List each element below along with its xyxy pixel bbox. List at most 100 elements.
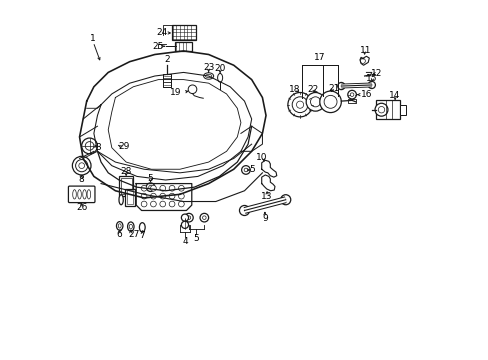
Circle shape <box>360 58 365 63</box>
Text: 14: 14 <box>388 91 400 100</box>
Circle shape <box>347 90 356 99</box>
Circle shape <box>188 85 196 94</box>
Bar <box>125 189 135 206</box>
Text: 22: 22 <box>306 85 318 94</box>
Circle shape <box>187 216 190 220</box>
Circle shape <box>241 166 250 174</box>
Text: 20: 20 <box>214 64 225 73</box>
Text: 21: 21 <box>328 84 339 93</box>
Text: 28: 28 <box>120 167 132 176</box>
Ellipse shape <box>119 195 123 205</box>
Text: 5: 5 <box>193 234 199 243</box>
Text: 27: 27 <box>128 230 140 239</box>
Circle shape <box>287 93 312 117</box>
Circle shape <box>292 97 307 113</box>
Ellipse shape <box>203 73 213 79</box>
Bar <box>119 176 133 196</box>
Ellipse shape <box>129 224 132 229</box>
Circle shape <box>160 185 165 191</box>
Circle shape <box>76 159 88 172</box>
Circle shape <box>169 201 175 207</box>
Ellipse shape <box>82 190 86 199</box>
Circle shape <box>141 201 147 207</box>
Text: 2: 2 <box>164 55 170 64</box>
Ellipse shape <box>205 75 211 78</box>
Bar <box>174 41 191 51</box>
Text: 24: 24 <box>156 28 167 37</box>
Ellipse shape <box>118 224 121 228</box>
Text: 9: 9 <box>262 214 267 223</box>
Circle shape <box>178 201 184 207</box>
Text: 6: 6 <box>117 230 122 239</box>
Bar <box>163 74 171 87</box>
Circle shape <box>181 221 188 228</box>
Circle shape <box>374 103 387 116</box>
Circle shape <box>150 201 156 207</box>
Circle shape <box>200 213 208 222</box>
Circle shape <box>324 95 336 108</box>
Bar <box>399 105 406 115</box>
Circle shape <box>296 101 303 108</box>
Circle shape <box>244 168 247 172</box>
Circle shape <box>72 156 91 175</box>
Text: 18: 18 <box>289 85 300 94</box>
Circle shape <box>239 206 249 216</box>
Text: 25: 25 <box>152 42 163 51</box>
Circle shape <box>169 185 175 191</box>
Text: 29: 29 <box>119 142 130 151</box>
Circle shape <box>202 216 206 220</box>
Ellipse shape <box>139 223 145 232</box>
Circle shape <box>181 214 188 221</box>
Circle shape <box>141 193 147 199</box>
Circle shape <box>148 185 152 189</box>
Circle shape <box>305 93 324 111</box>
Bar <box>126 190 133 204</box>
Text: 17: 17 <box>313 53 325 62</box>
Circle shape <box>150 193 156 199</box>
Circle shape <box>178 193 184 199</box>
Text: 5: 5 <box>147 174 153 183</box>
Circle shape <box>280 195 290 205</box>
Circle shape <box>141 185 147 191</box>
Ellipse shape <box>87 190 90 199</box>
Text: 11: 11 <box>359 46 371 55</box>
Text: 1: 1 <box>90 34 96 43</box>
Text: 3: 3 <box>96 143 101 152</box>
Text: 19: 19 <box>169 87 181 96</box>
Circle shape <box>150 185 156 191</box>
Text: 16: 16 <box>360 90 371 99</box>
Circle shape <box>79 163 84 168</box>
Circle shape <box>184 213 193 222</box>
Circle shape <box>85 141 94 150</box>
Text: 8: 8 <box>79 175 84 184</box>
Circle shape <box>367 81 375 89</box>
Ellipse shape <box>78 190 81 199</box>
Circle shape <box>81 138 97 154</box>
Text: 13: 13 <box>261 192 272 201</box>
Circle shape <box>160 201 165 207</box>
Circle shape <box>310 97 320 107</box>
Text: 23: 23 <box>203 63 214 72</box>
Bar <box>172 25 196 40</box>
Ellipse shape <box>127 222 134 231</box>
FancyBboxPatch shape <box>68 186 95 203</box>
Ellipse shape <box>116 222 122 230</box>
Circle shape <box>178 185 184 191</box>
Circle shape <box>169 193 175 199</box>
Text: 5: 5 <box>249 166 255 175</box>
Ellipse shape <box>73 190 76 199</box>
Ellipse shape <box>217 73 222 82</box>
Text: 4: 4 <box>182 237 187 246</box>
Bar <box>376 100 399 119</box>
Text: 26: 26 <box>76 203 87 212</box>
Text: 10: 10 <box>255 153 267 162</box>
Circle shape <box>337 82 344 90</box>
Circle shape <box>319 91 341 113</box>
Text: 12: 12 <box>370 69 382 78</box>
Text: 7: 7 <box>139 231 145 240</box>
Circle shape <box>146 183 155 192</box>
Circle shape <box>378 107 384 113</box>
Circle shape <box>349 93 353 96</box>
Bar <box>121 178 131 194</box>
Circle shape <box>160 193 165 199</box>
